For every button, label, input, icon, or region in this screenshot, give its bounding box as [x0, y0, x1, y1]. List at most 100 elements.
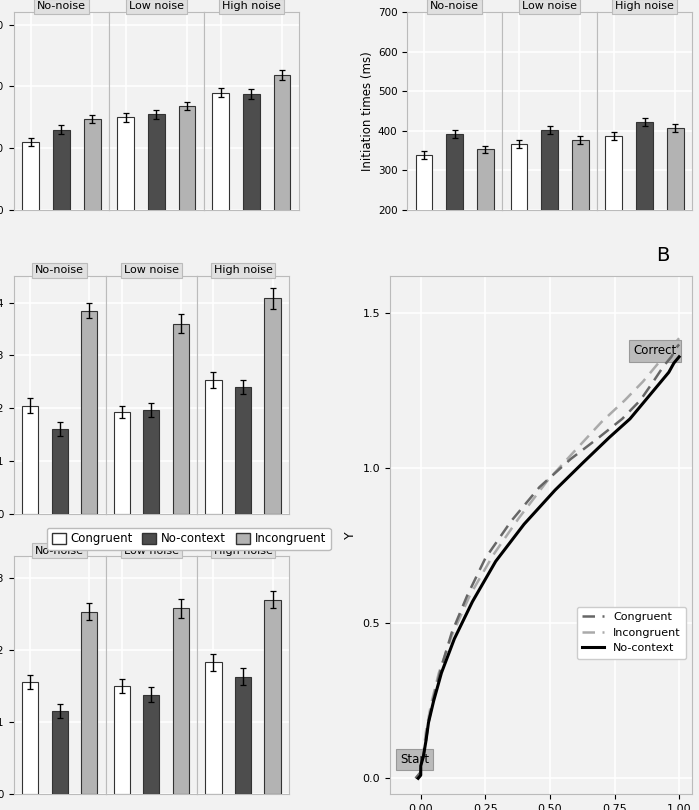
- Congruent: [675, 339, 684, 349]
- Bar: [148, 114, 165, 766]
- Bar: [179, 106, 196, 766]
- Bar: [572, 139, 589, 289]
- Title: High noise: High noise: [615, 2, 674, 11]
- Incongruent: [514, 513, 523, 522]
- Incongruent: [447, 631, 456, 641]
- Incongruent: [419, 748, 428, 758]
- Incongruent: [466, 590, 474, 600]
- Congruent: [421, 736, 430, 746]
- Title: Low noise: Low noise: [124, 266, 179, 275]
- Congruent: [636, 395, 644, 405]
- No-context: [670, 358, 678, 368]
- Bar: [173, 324, 189, 514]
- No-context: [468, 597, 477, 607]
- Congruent: [595, 433, 603, 442]
- Bar: [235, 387, 251, 514]
- Congruent: [659, 361, 668, 371]
- No-context: [641, 395, 649, 405]
- Y-axis label: Y: Y: [344, 531, 357, 539]
- Congruent: [419, 752, 428, 761]
- Bar: [206, 380, 222, 514]
- Congruent: [618, 414, 626, 424]
- No-context: [417, 761, 425, 771]
- Bar: [81, 612, 97, 794]
- Congruent: [417, 767, 425, 777]
- Title: High noise: High noise: [213, 266, 273, 275]
- Incongruent: [621, 395, 629, 405]
- Title: Low noise: Low noise: [124, 546, 179, 556]
- Bar: [84, 119, 101, 766]
- Title: No-noise: No-noise: [37, 2, 86, 11]
- Incongruent: [414, 770, 422, 780]
- Title: Low noise: Low noise: [522, 2, 577, 11]
- Bar: [264, 298, 280, 514]
- Line: Congruent: Congruent: [416, 344, 679, 778]
- Incongruent: [670, 339, 678, 349]
- No-context: [654, 380, 663, 390]
- Title: No-noise: No-noise: [35, 266, 85, 275]
- Title: No-noise: No-noise: [430, 2, 479, 11]
- Incongruent: [675, 334, 684, 343]
- Title: High noise: High noise: [213, 546, 273, 556]
- No-context: [419, 752, 428, 761]
- Title: Low noise: Low noise: [129, 2, 184, 11]
- Bar: [243, 95, 260, 766]
- Congruent: [649, 377, 658, 386]
- Congruent: [414, 770, 422, 780]
- Incongruent: [417, 761, 425, 771]
- Text: Start: Start: [400, 753, 429, 766]
- Bar: [212, 92, 229, 766]
- Congruent: [412, 774, 420, 783]
- Incongruent: [572, 445, 580, 454]
- Bar: [541, 130, 558, 289]
- Legend: Congruent, No-context, Incongruent: Congruent, No-context, Incongruent: [47, 527, 331, 550]
- Bar: [173, 608, 189, 794]
- Congruent: [672, 343, 681, 352]
- Congruent: [437, 662, 445, 671]
- Bar: [114, 411, 130, 514]
- No-context: [417, 770, 425, 780]
- Bar: [206, 662, 222, 794]
- Congruent: [424, 718, 433, 727]
- Congruent: [667, 352, 675, 362]
- No-context: [424, 718, 433, 727]
- Congruent: [507, 516, 515, 526]
- Text: Correct: Correct: [633, 344, 677, 357]
- Bar: [22, 682, 38, 794]
- No-context: [626, 414, 634, 424]
- Line: No-context: No-context: [418, 357, 679, 778]
- Bar: [605, 136, 622, 289]
- No-context: [417, 767, 425, 777]
- No-context: [421, 736, 430, 746]
- Bar: [446, 134, 463, 289]
- Bar: [235, 676, 251, 794]
- Congruent: [463, 590, 471, 600]
- Congruent: [566, 454, 575, 464]
- Line: Incongruent: Incongruent: [416, 339, 679, 778]
- Bar: [81, 310, 97, 514]
- Title: No-noise: No-noise: [35, 546, 85, 556]
- Title: High noise: High noise: [222, 2, 281, 11]
- Incongruent: [417, 767, 425, 777]
- Bar: [667, 128, 684, 289]
- No-context: [605, 433, 614, 442]
- Congruent: [417, 761, 425, 771]
- Bar: [52, 711, 68, 794]
- Bar: [22, 142, 39, 766]
- Text: B: B: [656, 245, 669, 265]
- Bar: [273, 75, 291, 766]
- Congruent: [481, 553, 489, 563]
- Bar: [143, 410, 159, 514]
- Bar: [53, 130, 70, 766]
- No-context: [429, 696, 438, 706]
- Bar: [264, 599, 280, 794]
- Incongruent: [598, 417, 606, 427]
- Incongruent: [651, 361, 660, 371]
- No-context: [437, 668, 445, 678]
- Y-axis label: Initiation times (ms): Initiation times (ms): [361, 51, 373, 171]
- No-context: [675, 352, 684, 362]
- Incongruent: [662, 349, 670, 359]
- Legend: Congruent, Incongruent, No-context: Congruent, Incongruent, No-context: [577, 607, 686, 659]
- Congruent: [447, 628, 456, 637]
- No-context: [520, 519, 528, 529]
